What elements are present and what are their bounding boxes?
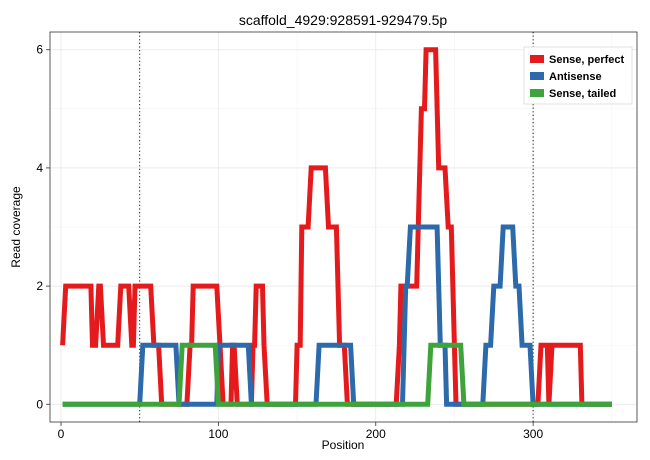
- y-axis-title: Read coverage: [9, 186, 23, 268]
- legend-label-sense-perfect: Sense, perfect: [549, 54, 625, 66]
- legend-swatch-sense-perfect: [530, 55, 544, 63]
- series-lines: [60, 47, 612, 407]
- x-tick-label: 100: [208, 427, 228, 441]
- legend-label-sense-tailed: Sense, tailed: [549, 88, 616, 100]
- y-tick-label: 2: [36, 279, 43, 293]
- y-tick-label: 4: [36, 161, 43, 175]
- y-tick-label: 0: [36, 397, 43, 411]
- x-axis-ticks: 0 100 200 300: [58, 422, 543, 441]
- legend-swatch-antisense: [530, 72, 544, 80]
- legend-label-antisense: Antisense: [549, 71, 602, 83]
- y-axis-ticks: 0 2 4 6: [36, 43, 50, 411]
- x-tick-label: 300: [523, 427, 543, 441]
- chart-title: scaffold_4929:928591-929479.5p: [239, 12, 448, 28]
- series-line-sense-tailed: [62, 342, 612, 407]
- x-tick-label: 200: [366, 427, 386, 441]
- x-tick-label: 0: [58, 427, 65, 441]
- y-tick-label: 6: [36, 43, 43, 57]
- x-axis-title: Position: [322, 438, 365, 452]
- legend-swatch-sense-tailed: [530, 89, 544, 97]
- legend-items: Sense, perfect Antisense Sense, tailed: [530, 54, 625, 100]
- legend: Sense, perfect Antisense Sense, tailed: [523, 46, 633, 105]
- plot-panel-border: [49, 31, 638, 423]
